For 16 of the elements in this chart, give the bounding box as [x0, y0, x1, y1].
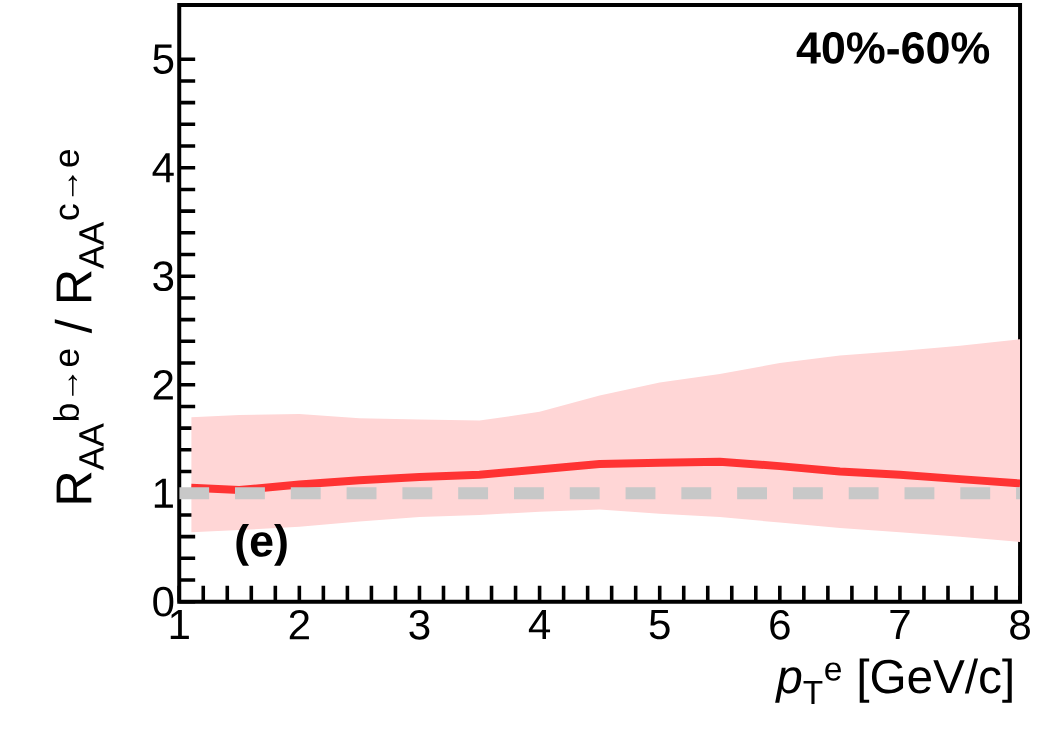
x-tick-label: 7 [890, 609, 910, 639]
x-tick-label: 2 [289, 609, 309, 640]
x-tick-label: 6 [770, 609, 790, 640]
x-axis-title: p$_{T}$$^{e}$ [GeV/c] [775, 658, 1012, 704]
y-tick-label: 4 [152, 153, 174, 183]
y-tick-label: 1 [154, 478, 173, 508]
x-tick-label: 4 [528, 609, 551, 639]
annotation: (e) [236, 523, 287, 566]
annotation: 40%-60% [796, 32, 990, 64]
y-axis-title: R$_{AA}$$^{b→e}$ / R$_{AA}$c→e [53, 149, 104, 503]
x-tick-label: 8 [1010, 609, 1030, 640]
y-tick-label: 2 [153, 369, 173, 400]
x-tick-label: 3 [409, 609, 430, 640]
y-tick-label: 5 [153, 44, 174, 74]
y-tick-label: 3 [153, 261, 174, 291]
x-tick-label: 5 [649, 609, 670, 640]
